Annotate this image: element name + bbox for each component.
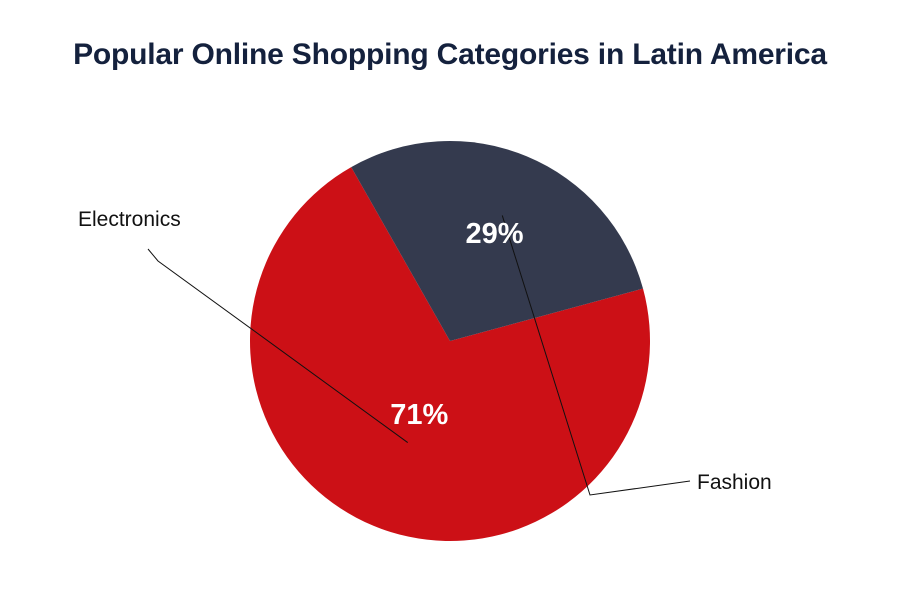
leader-line-electronics: [147, 248, 409, 443]
pct-label-fashion: 29%: [466, 218, 524, 250]
slice-labels: 71% Electronics 29% Fashion: [78, 208, 772, 494]
category-label-fashion: Fashion: [697, 471, 772, 494]
pie-slices: [249, 141, 651, 542]
pct-label-electronics: 71%: [390, 399, 448, 431]
leader-lines: [147, 215, 691, 496]
category-label-electronics: Electronics: [78, 208, 181, 231]
pie-slice-electronics: [249, 167, 651, 542]
pie-slice-fashion: [351, 141, 644, 341]
chart-title: Popular Online Shopping Categories in La…: [73, 38, 827, 71]
leader-line-fashion: [501, 215, 691, 496]
